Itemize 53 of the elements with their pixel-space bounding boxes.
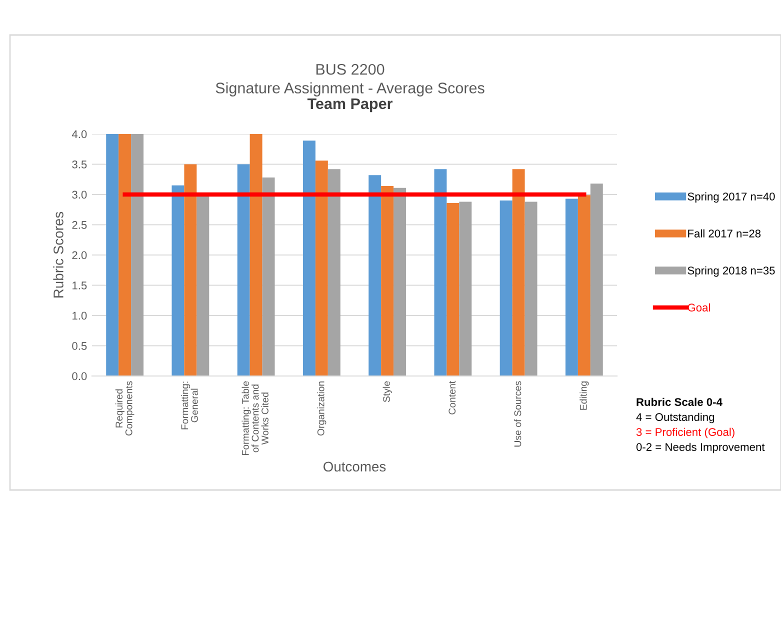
x-tick-label: Formatting: General [181, 382, 198, 430]
x-tick-label: Use of Sources [514, 381, 522, 447]
bar [315, 160, 328, 376]
x-tick-label: Content [448, 380, 456, 414]
text: 4 = Outstanding [636, 412, 714, 424]
x-tick-label: Organization [317, 381, 326, 436]
text: 3 = Proficient (Goal) [636, 428, 734, 438]
y-tick-label: 1.0 [72, 312, 87, 320]
text: Rubric Scale 0-4 [636, 398, 722, 406]
bar [106, 134, 119, 376]
bar [302, 140, 316, 376]
bar [328, 169, 340, 376]
bar [512, 169, 525, 376]
y-tick-label: 2.5 [72, 221, 87, 229]
legend-label: Goal [688, 303, 710, 312]
x-tick-label: Editing [580, 381, 589, 410]
bar [524, 202, 538, 376]
bar [500, 200, 512, 376]
bar [381, 186, 394, 376]
bar [590, 184, 603, 376]
x-tick-label: Required Components [115, 381, 134, 436]
bar [172, 185, 184, 376]
bar [565, 198, 578, 376]
bar [459, 202, 472, 376]
bar [368, 175, 382, 376]
y-tick-label: 0.5 [72, 342, 87, 350]
bar [184, 164, 197, 376]
y-axis-title: Rubric Scores [53, 212, 64, 298]
bar [250, 134, 262, 376]
bar [237, 164, 250, 376]
chart-subtitle: Team Paper [307, 98, 393, 112]
x-axis-title: Outcomes [324, 462, 386, 472]
y-tick-label: 0.0 [72, 372, 87, 380]
y-tick-label: 3.0 [72, 190, 87, 199]
bar [446, 202, 460, 376]
bar [434, 169, 447, 376]
y-tick-label: 4.0 [72, 130, 87, 138]
bar [118, 134, 132, 376]
y-tick-label: 3.5 [72, 160, 87, 168]
bar [131, 134, 144, 376]
bar [262, 178, 275, 376]
text: 0-2 = Needs Improvement [636, 442, 765, 454]
legend-label: Fall 2017 n=28 [688, 229, 761, 238]
bar [578, 195, 590, 376]
legend-label: Spring 2017 n=40 [688, 192, 775, 203]
bar [394, 188, 406, 376]
legend-label: Spring 2018 n=35 [688, 266, 775, 277]
x-tick-label: Formatting: Table of Contents and Works Cited [242, 381, 268, 455]
y-tick-label: 1.5 [72, 282, 87, 290]
bar [196, 194, 210, 376]
chart-title: BUS 2200 Signature Assignment - Average Scores [216, 64, 484, 96]
y-tick-label: 2.0 [72, 251, 87, 260]
x-tick-label: Style [382, 381, 392, 402]
